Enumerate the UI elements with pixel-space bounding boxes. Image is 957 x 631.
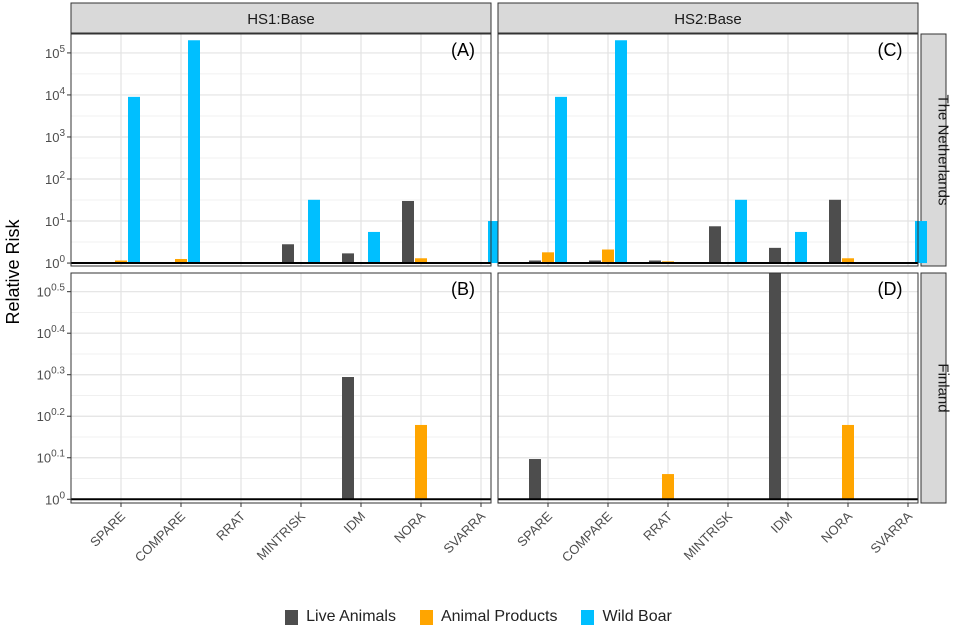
panel-label: (A) xyxy=(451,40,475,60)
x-tick-label: RRAT xyxy=(213,508,248,543)
x-tick-label: COMPARE xyxy=(132,508,189,565)
bar-live-animals-spare xyxy=(529,459,541,500)
bar-wild-boar-svarra xyxy=(915,221,927,264)
x-tick-label: RRAT xyxy=(640,508,675,543)
y-tick-label: 100.3 xyxy=(37,366,66,383)
column-strip: HS1:Base xyxy=(70,2,492,34)
x-tick-label: COMPARE xyxy=(559,508,616,565)
legend-label: Animal Products xyxy=(440,608,558,625)
bar-wild-boar-idm xyxy=(795,231,807,264)
strip-background xyxy=(920,33,947,267)
bar-live-animals-mintrisk xyxy=(709,226,721,264)
x-tick-label: MINTRISK xyxy=(254,508,309,563)
legend-swatch xyxy=(419,609,433,625)
strip-background xyxy=(70,2,492,34)
x-tick-label: IDM xyxy=(768,509,795,536)
panel-a: (A) 100 101 102 103 104 105 xyxy=(45,33,500,271)
row-strip-label: The Netherlands xyxy=(935,95,952,206)
bar-animal-products-nora xyxy=(842,424,854,500)
bar-live-animals-idm xyxy=(769,273,781,500)
row-strip: Finland xyxy=(920,272,952,504)
panel-border xyxy=(70,272,492,504)
bar-wild-boar-compare xyxy=(615,40,627,264)
legend-item: Live Animals xyxy=(285,608,396,626)
bar-live-animals-mintrisk xyxy=(282,244,294,264)
legend-item: Wild Boar xyxy=(581,608,672,626)
bar-animal-products-compare xyxy=(175,258,187,264)
column-strip-label: HS2:Base xyxy=(674,11,742,28)
bar-wild-boar-idm xyxy=(368,231,380,264)
y-tick-label: 100 xyxy=(45,254,65,271)
bar-wild-boar-mintrisk xyxy=(308,199,320,264)
row-strip-label: Finland xyxy=(935,363,952,412)
legend-label: Live Animals xyxy=(306,608,396,625)
panel-c: (C) xyxy=(497,33,927,267)
panel-border xyxy=(70,33,492,267)
x-tick-label: NORA xyxy=(818,508,855,545)
y-tick-label: 103 xyxy=(45,128,65,145)
panel-border xyxy=(497,33,919,267)
bar-live-animals-nora xyxy=(402,200,414,264)
bar-live-animals-rrat xyxy=(649,260,661,264)
bar-live-animals-nora xyxy=(829,199,841,264)
panel-b: (B) 100 100.1 100.2 100.3 100.4 100.5 SPARE COMP… xyxy=(37,272,492,565)
legend-swatch xyxy=(285,609,299,625)
panel-d: (D) SPARE COMPARE RRAT MINTRISK IDM NORA SVARRA xyxy=(497,272,919,565)
panel-label: (C) xyxy=(878,40,903,60)
bar-live-animals-idm xyxy=(342,253,354,264)
bar-animal-products-spare xyxy=(542,252,554,264)
column-strip: HS2:Base xyxy=(497,2,919,34)
panel-label: (D) xyxy=(878,279,903,299)
bar-animal-products-rrat xyxy=(662,474,674,500)
x-tick-label: NORA xyxy=(391,508,428,545)
bar-animal-products-nora xyxy=(415,424,427,500)
column-strip-label: HS1:Base xyxy=(247,11,315,28)
y-tick-label: 100.1 xyxy=(37,449,66,466)
bar-wild-boar-spare xyxy=(128,96,140,264)
legend-swatch xyxy=(581,609,595,625)
x-tick-label: SVARRA xyxy=(867,508,915,556)
strip-background xyxy=(497,2,919,34)
panel-label: (B) xyxy=(451,279,475,299)
bar-animal-products-nora xyxy=(842,258,854,264)
y-tick-label: 100 xyxy=(45,490,65,507)
bar-wild-boar-spare xyxy=(555,96,567,264)
bar-animal-products-nora xyxy=(415,258,427,264)
bar-live-animals-idm xyxy=(342,377,354,500)
panel-border xyxy=(497,272,919,504)
panel-background xyxy=(71,273,491,503)
y-tick-label: 102 xyxy=(45,170,65,187)
panel-background xyxy=(498,273,918,503)
x-tick-label: SPARE xyxy=(514,508,555,549)
strip-background xyxy=(920,272,947,504)
legend-item: Animal Products xyxy=(419,608,558,626)
bar-animal-products-spare xyxy=(115,260,127,264)
y-tick-label: 100.5 xyxy=(37,283,66,300)
y-tick-label: 104 xyxy=(45,86,65,103)
row-strip: The Netherlands xyxy=(920,33,952,267)
bar-live-animals-spare xyxy=(529,260,541,264)
legend: Live Animals Animal Products Wild Boar xyxy=(0,604,957,630)
y-tick-label: 100.4 xyxy=(37,324,66,341)
y-tick-label: 100.2 xyxy=(37,407,66,424)
x-tick-label: IDM xyxy=(341,509,368,536)
bar-wild-boar-mintrisk xyxy=(735,199,747,264)
legend-label: Wild Boar xyxy=(602,608,672,625)
bar-wild-boar-compare xyxy=(188,40,200,264)
x-tick-label: SVARRA xyxy=(440,508,488,556)
y-tick-label: 101 xyxy=(45,212,65,229)
bar-animal-products-compare xyxy=(602,249,614,264)
x-tick-label: SPARE xyxy=(87,508,128,549)
y-tick-label: 105 xyxy=(45,44,65,61)
y-axis-label: Relative Risk xyxy=(3,218,23,324)
bar-live-animals-idm xyxy=(769,247,781,264)
bar-live-animals-compare xyxy=(589,260,601,264)
x-tick-label: MINTRISK xyxy=(681,508,736,563)
